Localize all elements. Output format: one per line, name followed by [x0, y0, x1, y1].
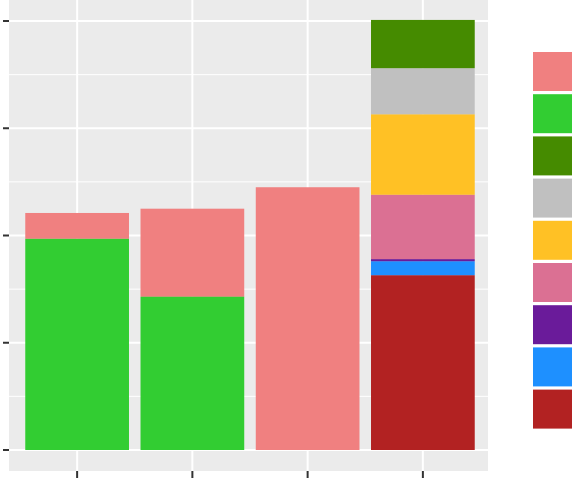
bar-segment-4-3 [371, 114, 475, 195]
legend [533, 52, 572, 429]
y-axis-ticks [3, 20, 9, 451]
x-axis-ticks [76, 471, 424, 478]
bars [25, 19, 475, 451]
bar-segment-7-1 [140, 296, 245, 450]
bar-segment-0-3 [371, 275, 475, 450]
legend-key-1 [533, 94, 572, 134]
bar-segment-1-3 [371, 261, 475, 276]
bar-segment-3-3 [371, 194, 475, 260]
legend-key-0 [533, 52, 572, 91]
legend-key-4 [533, 220, 572, 260]
legend-key-8 [533, 389, 572, 429]
legend-key-7 [533, 347, 572, 387]
bar-segment-8-1 [140, 208, 245, 297]
legend-key-2 [533, 136, 572, 176]
bar-segment-8-2 [255, 187, 360, 451]
bar-segment-7-0 [25, 238, 129, 450]
legend-key-6 [533, 305, 572, 345]
bar-segment-5-3 [371, 68, 475, 115]
bar-segment-2-3 [371, 259, 475, 262]
legend-key-5 [533, 263, 572, 302]
bar-segment-8-0 [25, 212, 129, 239]
bar-segment-6-3 [371, 19, 475, 69]
legend-key-3 [533, 178, 572, 218]
